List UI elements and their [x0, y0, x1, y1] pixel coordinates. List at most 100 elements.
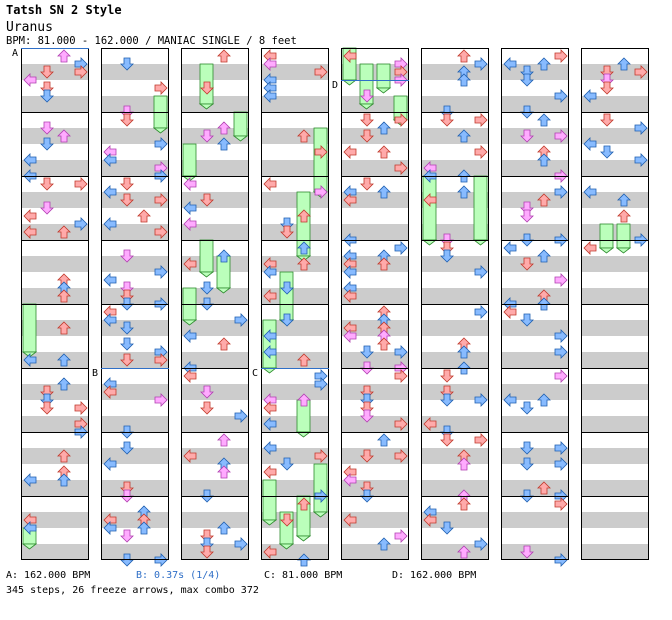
down-arrow-icon [440, 249, 454, 263]
stripe-band [181, 256, 249, 272]
stripe-band [261, 224, 329, 240]
down-arrow-icon [600, 145, 614, 159]
up-arrow-icon [457, 545, 471, 559]
left-arrow-icon [263, 417, 277, 431]
left-arrow-icon [183, 329, 197, 343]
stripe-band [21, 96, 89, 112]
left-arrow-icon [23, 225, 37, 239]
stripe-band [21, 416, 89, 432]
down-arrow-icon [520, 313, 534, 327]
right-arrow-icon [74, 65, 88, 79]
right-arrow-icon [314, 65, 328, 79]
down-arrow-icon [440, 369, 454, 383]
down-arrow-icon [120, 113, 134, 127]
up-arrow-icon [457, 49, 471, 63]
up-arrow-icon [297, 241, 311, 255]
down-arrow-icon [40, 401, 54, 415]
stripe-band [181, 64, 249, 80]
stripe-band [261, 416, 329, 432]
up-arrow-icon [57, 377, 71, 391]
stripe-band [181, 352, 249, 368]
stripe-band [261, 480, 329, 496]
stripe-band [421, 256, 489, 272]
right-arrow-icon [314, 449, 328, 463]
up-arrow-icon [297, 353, 311, 367]
left-arrow-icon [103, 521, 117, 535]
stripe-band [101, 224, 169, 240]
stripe-band [581, 288, 649, 304]
freeze-tail-icon [215, 287, 232, 294]
down-arrow-icon [280, 225, 294, 239]
left-arrow-icon [343, 513, 357, 527]
stripe-band [581, 384, 649, 400]
stripe-band [101, 128, 169, 144]
left-arrow-icon [23, 473, 37, 487]
right-arrow-icon [554, 345, 568, 359]
up-arrow-icon [457, 457, 471, 471]
freeze-tail-icon [232, 135, 249, 142]
stripe-band [21, 512, 89, 528]
right-arrow-icon [394, 161, 408, 175]
stripe-band [21, 288, 89, 304]
stripe-band [21, 384, 89, 400]
stripe-band [421, 96, 489, 112]
right-arrow-icon [394, 369, 408, 383]
stripe-band [501, 224, 569, 240]
right-arrow-icon [154, 193, 168, 207]
stripe-band [501, 96, 569, 112]
stripe-band [261, 192, 329, 208]
stripe-band [261, 256, 329, 272]
left-arrow-icon [343, 193, 357, 207]
stripe-band [501, 384, 569, 400]
left-arrow-icon [263, 441, 277, 455]
freeze-tail-icon [181, 319, 198, 326]
down-arrow-icon [200, 193, 214, 207]
right-arrow-icon [314, 145, 328, 159]
freeze-tail-icon [375, 87, 392, 94]
down-arrow-icon [40, 177, 54, 191]
up-arrow-icon [377, 145, 391, 159]
stripe-band [341, 480, 409, 496]
right-arrow-icon [234, 313, 248, 327]
stripe-band [341, 320, 409, 336]
right-arrow-icon [234, 409, 248, 423]
down-arrow-icon [40, 137, 54, 151]
down-arrow-icon [40, 121, 54, 135]
up-arrow-icon [217, 137, 231, 151]
stripe-band [341, 288, 409, 304]
down-arrow-icon [120, 337, 134, 351]
up-arrow-icon [537, 113, 551, 127]
down-arrow-icon [40, 201, 54, 215]
left-arrow-icon [263, 401, 277, 415]
stripe-band [181, 384, 249, 400]
down-arrow-icon [120, 57, 134, 71]
stripe-band [581, 320, 649, 336]
freeze-bar [262, 319, 277, 369]
down-arrow-icon [200, 281, 214, 295]
stripe-band [101, 480, 169, 496]
down-arrow-icon [200, 81, 214, 95]
up-arrow-icon [377, 257, 391, 271]
up-arrow-icon [57, 353, 71, 367]
left-arrow-icon [503, 57, 517, 71]
stripe-band [101, 96, 169, 112]
stripe-band [181, 480, 249, 496]
down-arrow-icon [360, 177, 374, 191]
right-arrow-icon [474, 57, 488, 71]
right-arrow-icon [554, 49, 568, 63]
freeze-bar [182, 143, 197, 177]
left-arrow-icon [263, 265, 277, 279]
down-arrow-icon [520, 73, 534, 87]
stripe-band [421, 512, 489, 528]
left-arrow-icon [343, 289, 357, 303]
stripe-band [261, 384, 329, 400]
down-arrow-icon [40, 89, 54, 103]
stripe-band [421, 352, 489, 368]
freeze-bar [313, 127, 328, 193]
stripe-band [581, 192, 649, 208]
stripe-band [501, 544, 569, 560]
left-arrow-icon [343, 329, 357, 343]
right-arrow-icon [474, 393, 488, 407]
up-arrow-icon [457, 497, 471, 511]
